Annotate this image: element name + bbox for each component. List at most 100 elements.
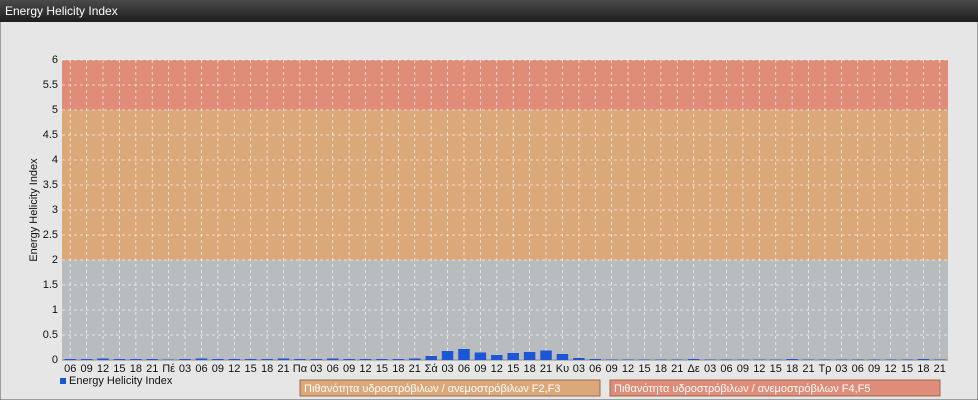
y-tick-label: 4	[52, 154, 58, 166]
y-tick-label: 0	[52, 354, 58, 366]
x-tick-label: 18	[523, 363, 535, 375]
x-tick-label: 06	[589, 363, 601, 375]
bar	[671, 359, 684, 360]
x-tick-label: 06	[458, 363, 470, 375]
bar	[212, 359, 224, 360]
band-legend-label: Πιθανότητα υδροστρόβιλων / ανεμοστρόβιλω…	[304, 383, 561, 395]
bar	[605, 359, 618, 360]
bar	[64, 359, 76, 360]
x-tick-label: 06	[64, 363, 76, 375]
bar	[523, 352, 536, 360]
bar	[146, 359, 158, 360]
y-tick-label: 0.5	[43, 329, 58, 341]
x-tick-label: 21	[540, 363, 552, 375]
legend-swatch	[60, 378, 66, 384]
x-tick-label: Κυ	[556, 363, 569, 375]
x-tick-label: 09	[606, 363, 618, 375]
x-tick-label: 09	[212, 363, 224, 375]
x-tick-label: Πα	[293, 363, 308, 375]
x-tick-label: 21	[934, 363, 946, 375]
x-tick-label: 15	[113, 363, 125, 375]
bar	[376, 359, 388, 360]
bar	[130, 359, 142, 360]
x-tick-label: 03	[310, 363, 322, 375]
chart-title: Energy Helicity Index	[5, 4, 118, 18]
y-tick-label: 6	[52, 54, 58, 66]
x-tick-label: 09	[868, 363, 880, 375]
y-tick-label: 4.5	[43, 129, 58, 141]
bar	[638, 359, 651, 360]
bar	[162, 359, 175, 360]
bar	[704, 359, 716, 360]
band-legend-box	[609, 379, 941, 397]
bar	[228, 359, 241, 360]
x-tick-label: 18	[786, 363, 798, 375]
x-tick-label: 15	[245, 363, 257, 375]
bar	[540, 350, 552, 360]
bar	[835, 359, 848, 360]
x-tick-label: Σά	[425, 363, 439, 375]
bar	[753, 359, 766, 360]
x-tick-label: 12	[228, 363, 240, 375]
y-axis-label: Energy Helicity Index	[28, 158, 40, 262]
bar	[294, 359, 306, 360]
bar	[507, 353, 519, 360]
bar	[179, 359, 191, 360]
x-tick-label: 06	[327, 363, 339, 375]
bar	[326, 358, 339, 360]
x-tick-label: 18	[130, 363, 142, 375]
bar	[113, 359, 126, 360]
bar	[573, 358, 585, 360]
bar	[195, 358, 208, 360]
x-tick-label: 09	[474, 363, 486, 375]
bar	[556, 354, 569, 360]
x-tick-label: 09	[343, 363, 355, 375]
bar	[622, 359, 634, 360]
bar	[786, 359, 798, 360]
bar	[474, 352, 487, 360]
bar	[261, 359, 273, 360]
x-tick-label: 18	[261, 363, 273, 375]
x-tick-label: 18	[917, 363, 929, 375]
bar	[802, 359, 815, 360]
x-tick-label: Δε	[688, 363, 700, 375]
bar	[97, 358, 109, 360]
bar	[687, 359, 700, 360]
x-tick-label: 12	[359, 363, 371, 375]
bar	[901, 359, 913, 360]
bar	[737, 359, 749, 360]
x-tick-label: 15	[507, 363, 519, 375]
x-tick-label: 12	[884, 363, 896, 375]
x-tick-label: 12	[753, 363, 765, 375]
bar	[425, 356, 437, 360]
y-tick-label: 5.5	[43, 79, 58, 91]
x-tick-label: 03	[573, 363, 585, 375]
y-tick-label: 1.5	[43, 279, 58, 291]
x-tick-label: 03	[835, 363, 847, 375]
x-tick-label: 06	[852, 363, 864, 375]
bar	[343, 359, 355, 360]
x-tick-label: 09	[737, 363, 749, 375]
x-tick-label: 03	[441, 363, 453, 375]
bar	[934, 359, 946, 360]
x-tick-label: 15	[376, 363, 388, 375]
x-tick-label: 18	[392, 363, 404, 375]
bar	[852, 359, 864, 360]
x-tick-label: 09	[80, 363, 92, 375]
bar	[244, 359, 257, 360]
bar	[491, 355, 503, 360]
x-tick-label: 21	[802, 363, 814, 375]
y-tick-label: 3.5	[43, 179, 58, 191]
x-tick-label: 21	[146, 363, 158, 375]
bar	[409, 358, 421, 360]
bar	[310, 359, 323, 360]
x-tick-label: 12	[622, 363, 634, 375]
x-tick-label: 03	[704, 363, 716, 375]
bar	[392, 359, 405, 360]
x-tick-label: 15	[901, 363, 913, 375]
header	[0, 0, 978, 22]
bar	[868, 359, 880, 360]
x-tick-label: 12	[97, 363, 109, 375]
